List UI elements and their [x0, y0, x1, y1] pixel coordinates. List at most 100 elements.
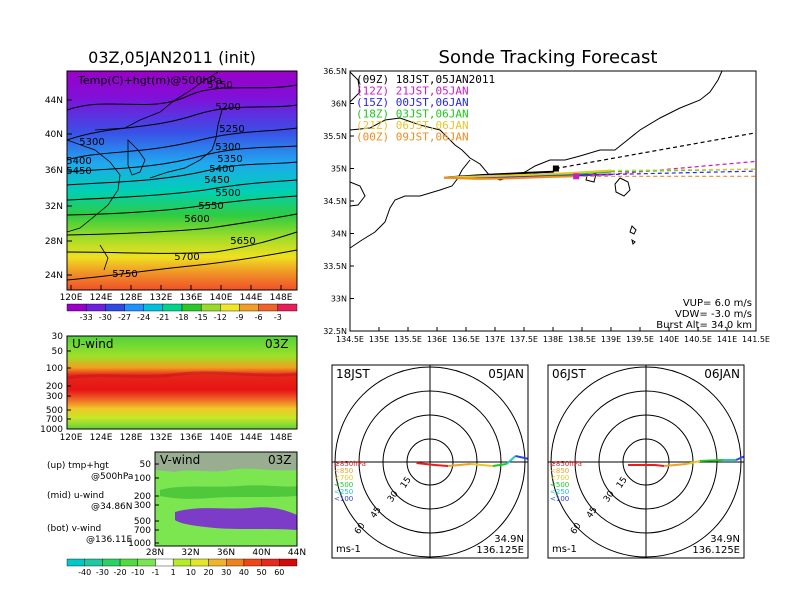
hodograph-units: ms-1 — [552, 544, 577, 555]
hodograph-lat: 34.9N — [494, 534, 524, 545]
lat-tick-label: 32N — [45, 202, 63, 212]
ring-label: 45 — [369, 505, 384, 520]
y-tick-label: 36.5N — [323, 67, 347, 76]
legend-entry: (18Z) 03JST,06JAN — [356, 108, 469, 121]
lon-tick-label: 128E — [120, 293, 143, 303]
temp-color-swatch — [200, 303, 221, 312]
u-wind-label: U-wind — [72, 337, 113, 351]
hodograph-plot — [548, 365, 744, 558]
hodograph-frame — [547, 364, 745, 559]
hodograph-segment — [699, 459, 723, 462]
x-tick-label: 136.5E — [452, 335, 480, 344]
wind-scale-label: -20 — [114, 568, 127, 577]
ring-label: 60 — [569, 521, 584, 536]
p-tick-label: 50 — [52, 347, 64, 357]
contour-line — [66, 213, 298, 236]
coastline-islet — [631, 238, 636, 245]
wind-scale-label: 20 — [203, 568, 213, 577]
contour-label: 5400 — [66, 156, 91, 167]
level-legend: <250 — [334, 488, 353, 496]
lat-tick-label: 40N — [252, 548, 270, 558]
upper-lon-axis: 120E 124E 128E 132E 136E 140E 144E 148E — [60, 285, 293, 303]
ring-label: 30 — [386, 489, 401, 504]
hodograph-segment — [686, 460, 701, 465]
level-legend: <100 — [550, 495, 569, 503]
contour-label: 5500 — [215, 188, 240, 199]
tracking-lon-axis: 134.5E 135E 135.5E 136E 136.5E 137E 137.5E 138E… — [336, 327, 770, 344]
u-wind-field — [67, 336, 297, 429]
ring-label: 30 — [602, 489, 617, 504]
x-tick-label: 139E — [601, 335, 621, 344]
lon-tick-label: 120E — [60, 293, 83, 303]
temp-color-swatch — [143, 303, 164, 312]
y-tick-label: 34N — [331, 230, 347, 239]
wind-color-swatch — [261, 558, 280, 567]
temp-color-swatch — [66, 303, 87, 312]
wind-scale-label: 1 — [171, 568, 176, 577]
hodograph-time-left: 18JST — [336, 367, 370, 381]
hodograph-time-left: 06JST — [552, 367, 586, 381]
level-legend: ≥850hPa — [550, 460, 582, 468]
level-legend: ≥850hPa — [334, 460, 366, 468]
wind-color-swatch — [243, 558, 262, 567]
p-tick-label: 50 — [140, 460, 152, 470]
lon-tick-label: 148E — [270, 293, 293, 303]
x-tick-label: 141.5E — [742, 335, 770, 344]
lon-tick-label: 136E — [180, 433, 203, 443]
hodograph-lon: 136.125E — [692, 545, 740, 556]
contour-line — [66, 127, 298, 161]
x-tick-label: 135.5E — [394, 335, 422, 344]
temp-scale-label: -18 — [175, 313, 188, 322]
wind-scale-label: -30 — [96, 568, 109, 577]
coastline-island — [614, 177, 631, 197]
note-bot: (bot) v-wind — [47, 524, 101, 534]
wind-color-swatch — [190, 558, 209, 567]
contour-line — [66, 145, 298, 173]
track-line — [444, 169, 612, 179]
x-tick-label: 135E — [369, 335, 389, 344]
contour-label: 5750 — [112, 269, 137, 280]
tracking-map-frame — [349, 70, 757, 332]
level-legend: <850 — [334, 467, 353, 475]
y-tick-label: 33.5N — [323, 262, 347, 271]
wind-color-swatch — [279, 558, 298, 567]
y-tick-label: 32.5N — [323, 327, 347, 336]
side-notes: (up) tmp+hgt @500hPa (mid) u-wind @34.86… — [47, 461, 133, 545]
tracking-map-panel: (09Z) 18JST,05JAN2011(12Z) 21JST,05JAN(1… — [323, 67, 770, 344]
x-tick-label: 139.5E — [626, 335, 654, 344]
jet-core-band — [66, 371, 298, 380]
p-tick-label: 300 — [46, 392, 63, 402]
contour-line — [66, 104, 298, 141]
hodograph-segment — [663, 463, 687, 467]
level-legend: <700 — [550, 474, 569, 482]
lon-tick-label: 144E — [240, 293, 263, 303]
level-legend: <850 — [550, 467, 569, 475]
contour-label: 5600 — [184, 214, 209, 225]
y-tick-label: 34.5N — [323, 197, 347, 206]
info-line: VDW= -3.0 m/s — [675, 309, 752, 320]
hodograph-segment — [505, 455, 517, 465]
x-tick-label: 141E — [717, 335, 737, 344]
track-projection — [555, 132, 757, 170]
lon-tick-label: 132E — [150, 433, 173, 443]
p-tick-label: 200 — [134, 492, 151, 502]
level-legend: <100 — [334, 495, 353, 503]
wind-scale-label: -40 — [78, 568, 91, 577]
p-tick-label: 700 — [46, 415, 63, 425]
x-tick-label: 137.5E — [510, 335, 538, 344]
burst-marker — [573, 173, 580, 180]
contour-line — [66, 195, 298, 216]
note-up: (up) tmp+hgt — [47, 461, 109, 471]
wind-scale-label: 50 — [257, 568, 267, 577]
coastline-islet — [629, 225, 637, 235]
hodograph-segment — [492, 463, 507, 467]
temp-scale-label: -30 — [99, 313, 112, 322]
coastline-russia — [94, 71, 219, 131]
p-tick-label: 100 — [134, 474, 151, 484]
lat-tick-label: 44N — [288, 548, 306, 558]
contour-label: 5150 — [207, 80, 232, 91]
lat-tick-label: 24N — [45, 271, 63, 281]
